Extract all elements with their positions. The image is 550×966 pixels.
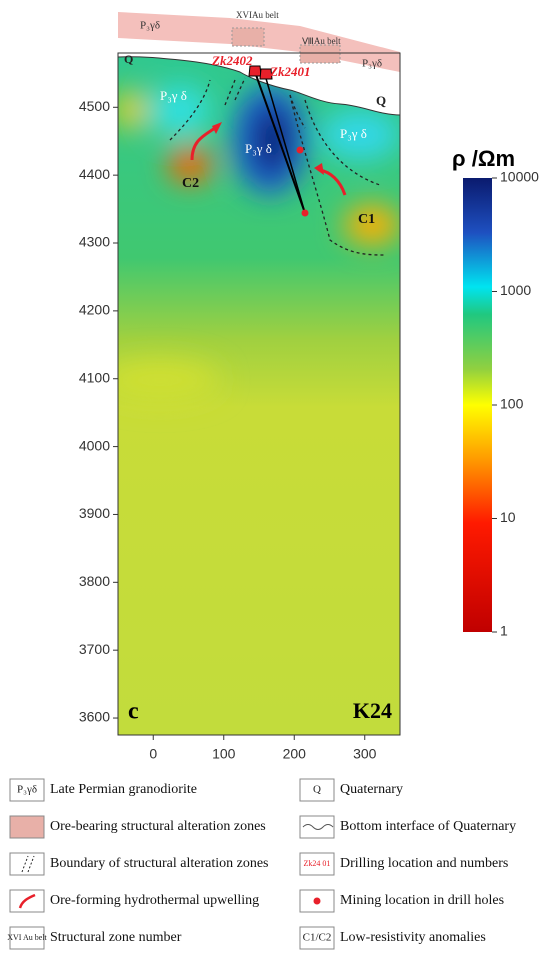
annotation: Zk2401 — [269, 64, 310, 79]
legend-dot — [313, 897, 321, 905]
y-tick-label: 3900 — [79, 505, 110, 521]
legend-symbol: C1/C2 — [303, 932, 332, 944]
section-label: K24 — [353, 698, 392, 723]
colorbar-tick-label: 1 — [500, 623, 508, 639]
annotation: Q — [376, 93, 386, 108]
annotation: C1 — [358, 212, 375, 227]
colorbar-tick-label: 100 — [500, 396, 524, 412]
y-tick-label: 3600 — [79, 709, 110, 725]
mining-location — [296, 146, 304, 154]
legend-text: Low-resistivity anomalies — [340, 930, 486, 945]
annotation: P₃γ δ — [340, 126, 367, 141]
alteration-zone — [231, 27, 265, 47]
x-tick-label: 200 — [283, 746, 307, 762]
y-tick-label: 4400 — [79, 166, 110, 182]
legend-box — [9, 889, 45, 913]
mining-location — [301, 209, 309, 217]
y-tick-label: 3700 — [79, 641, 110, 657]
panel-label: c — [128, 699, 139, 725]
legend-wave — [302, 824, 334, 830]
annotation: P₃γδ — [140, 20, 160, 32]
annotation: P₃γ δ — [160, 88, 187, 103]
zone-boundaries — [169, 77, 386, 256]
alteration-zone — [299, 44, 341, 64]
legend-text: Boundary of structural alteration zones — [50, 856, 268, 871]
legend-box — [9, 815, 45, 839]
colorbar-tick-label: 10000 — [500, 169, 539, 185]
legend-symbol: Q — [313, 784, 321, 796]
legend-text: Drilling location and numbers — [340, 856, 508, 871]
y-tick-label: 4100 — [79, 369, 110, 385]
legend-box — [299, 852, 335, 876]
x-tick-label: 0 — [149, 746, 157, 762]
resistivity-field — [118, 53, 400, 735]
legend-text: Late Permian granodiorite — [50, 782, 197, 797]
legend-text: Ore-bearing structural alteration zones — [50, 819, 266, 834]
y-tick-label: 4500 — [79, 98, 110, 114]
legend-text: Mining location in drill holes — [340, 893, 504, 908]
y-tick-label: 3800 — [79, 573, 110, 589]
legend-symbol: XVI Au belt — [7, 933, 47, 942]
colorbar-title: ρ /Ωm — [452, 146, 515, 171]
legend-box — [9, 778, 45, 802]
annotation: P₃γ δ — [245, 141, 272, 156]
legend-box — [299, 778, 335, 802]
x-tick-label: 300 — [353, 746, 377, 762]
legend-text: Quaternary — [340, 782, 403, 797]
colorbar-tick-label: 10 — [500, 509, 516, 525]
legend-symbol: P₃γδ — [17, 784, 37, 796]
colorbar-tick-label: 1000 — [500, 282, 531, 298]
legend-text: Structural zone number — [50, 930, 182, 945]
y-tick-label: 4300 — [79, 234, 110, 250]
legend-box — [299, 815, 335, 839]
annotation: Q — [124, 52, 133, 66]
colorbar — [463, 178, 492, 632]
annotation: Zk2402 — [211, 53, 253, 68]
drill-hole — [254, 71, 306, 214]
legend-text: Ore-forming hydrothermal upwelling — [50, 893, 259, 908]
annotation: C2 — [182, 176, 199, 191]
annotation: P₃γδ — [362, 58, 382, 70]
legend-box — [299, 926, 335, 950]
plot-frame — [117, 52, 401, 736]
legend-arrow — [18, 893, 36, 909]
legend-dash — [21, 855, 35, 873]
legend-symbol: Zk24 01 — [304, 859, 331, 868]
legend-box — [9, 926, 45, 950]
annotation: ⅧAu belt — [302, 36, 341, 46]
y-tick-label: 4000 — [79, 437, 110, 453]
legend-text: Bottom interface of Quaternary — [340, 819, 516, 834]
y-tick-label: 4200 — [79, 302, 110, 318]
legend-box — [9, 852, 45, 876]
annotation: XVIAu belt — [236, 10, 279, 20]
drill-hole — [264, 74, 306, 214]
x-tick-label: 100 — [212, 746, 236, 762]
